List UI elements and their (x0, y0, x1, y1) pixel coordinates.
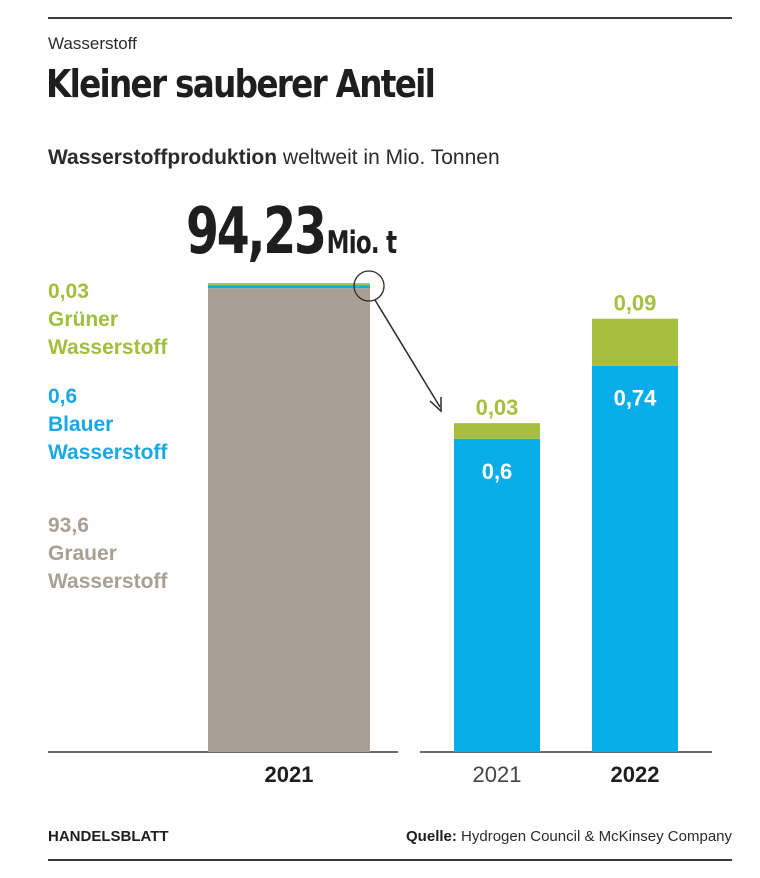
subhead: Wasserstoffproduktion weltweit in Mio. T… (48, 146, 500, 170)
legend-grey-value: 93,6 (48, 514, 89, 537)
bar-2021-grüner (454, 423, 540, 439)
bar-2021-blauer (454, 438, 540, 752)
bar-2021-total-blauer (208, 285, 370, 289)
bar-2021-total-grüner (208, 283, 370, 286)
legend-blue: 0,6 Blauer Wasserstoff (48, 383, 167, 467)
legend-green-line1: Grüner (48, 308, 119, 331)
data-label: 0,74 (614, 386, 658, 411)
headline: Kleiner sauberer Anteil (46, 62, 436, 106)
footer-brand: HANDELSBLATT (48, 828, 169, 845)
bottom-rule (48, 859, 732, 861)
top-rule (48, 17, 732, 19)
bar-2022-grüner (592, 318, 678, 366)
subhead-bold: Wasserstoffproduktion (48, 146, 278, 169)
legend-grey-line1: Grauer (48, 542, 117, 565)
legend-green-line2: Wasserstoff (48, 336, 168, 359)
x-tick-label: 2021 (265, 762, 314, 787)
data-label: 0,03 (476, 395, 519, 420)
legend-grey-line2: Wasserstoff (48, 570, 168, 593)
source-label: Quelle: (406, 828, 457, 845)
source-text: Hydrogen Council & McKinsey Company (461, 828, 732, 845)
total-label: 94,23 Mio. t (186, 195, 397, 269)
subhead-rest: weltweit in Mio. Tonnen (282, 146, 500, 169)
legend-green-value: 0,03 (48, 280, 89, 303)
legend-blue-line1: Blauer (48, 413, 114, 436)
zoom-circle (353, 270, 385, 302)
zoom-arrow-line (374, 299, 441, 408)
x-tick-label: 2022 (611, 762, 660, 787)
x-tick-label: 2021 (473, 762, 522, 787)
data-label: 0,6 (482, 459, 513, 484)
total-unit: Mio. t (326, 225, 397, 261)
legend-blue-line2: Wasserstoff (48, 441, 168, 464)
bar-2021-total-grauer (208, 288, 370, 752)
legend-green: 0,03 Grüner Wasserstoff (48, 278, 167, 362)
legend-blue-value: 0,6 (48, 385, 78, 408)
footer-source: Quelle: Hydrogen Council & McKinsey Comp… (406, 828, 732, 845)
legend-grey: 93,6 Grauer Wasserstoff (48, 512, 167, 596)
kicker: Wasserstoff (48, 34, 137, 53)
zoom-arrow-head (429, 397, 442, 413)
bar-2022-blauer (592, 365, 678, 752)
total-value: 94,23 (186, 195, 327, 269)
data-label: 0,09 (614, 291, 657, 316)
